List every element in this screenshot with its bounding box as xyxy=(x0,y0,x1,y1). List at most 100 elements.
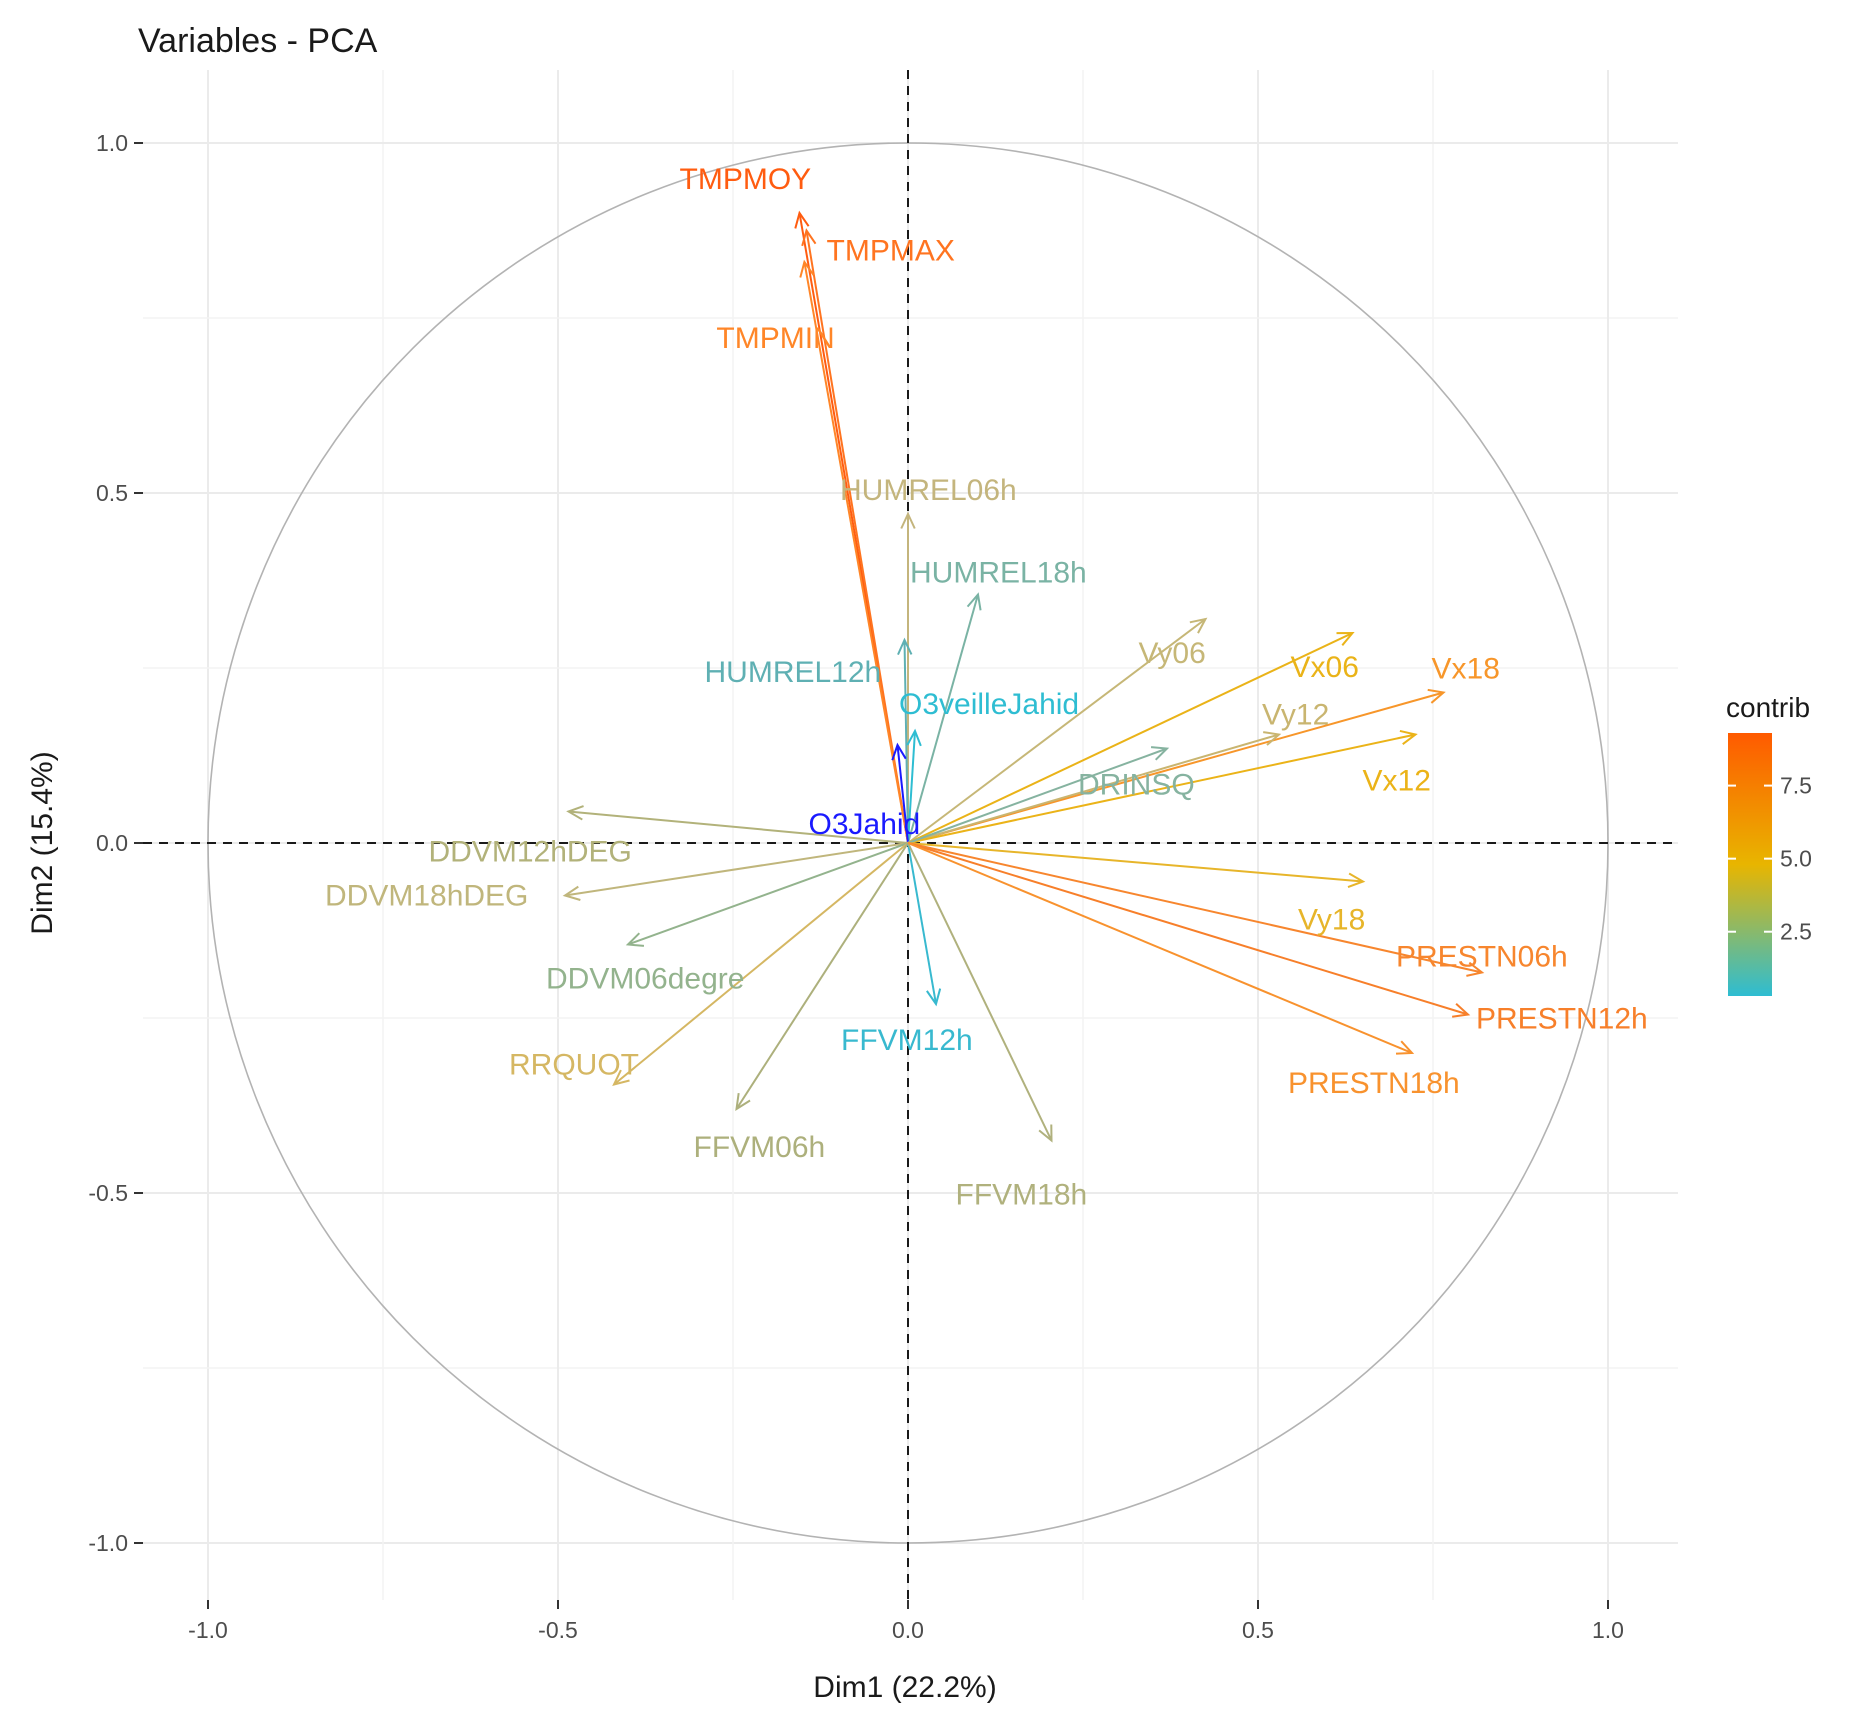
arrow-shaft xyxy=(907,730,916,844)
label-prestn12h: PRESTN12h xyxy=(1476,1003,1648,1036)
arrow-head xyxy=(625,932,645,947)
arrow-humrel18h xyxy=(907,592,982,844)
arrow-shaft xyxy=(907,842,1413,1054)
arrow-shaft xyxy=(907,842,1053,1141)
label-tmpmax: TMPMAX xyxy=(827,235,955,268)
arrow-head xyxy=(566,805,584,821)
legend-tick-label: 2.5 xyxy=(1780,919,1812,945)
variable-arrows xyxy=(562,210,1485,1143)
y-tick-label: 1.0 xyxy=(96,130,128,156)
arrow-shaft xyxy=(907,842,1483,974)
y-tick-label: -0.5 xyxy=(88,1180,128,1206)
legend-title: contrib xyxy=(1726,692,1810,723)
arrow-tmpmax xyxy=(801,228,909,844)
arrow-shaft xyxy=(805,230,909,844)
arrow-prestn12h xyxy=(907,842,1471,1018)
arrow-head xyxy=(799,259,815,278)
arrow-o3veillejahid xyxy=(906,728,922,844)
contrib-legend: contrib 2.5 5.0 7.5 xyxy=(1726,692,1812,996)
arrow-shaft xyxy=(907,733,1280,844)
arrow-shaft xyxy=(568,810,909,844)
label-humrel06h: HUMREL06h xyxy=(840,474,1017,507)
arrow-head xyxy=(1452,1003,1471,1018)
arrow-head xyxy=(966,592,982,611)
arrow-humrel12h xyxy=(897,637,913,844)
label-tmpmin: TMPMIN xyxy=(716,322,834,355)
arrow-prestn06h xyxy=(907,842,1485,977)
arrow-shaft xyxy=(896,744,909,844)
arrow-shaft xyxy=(907,842,937,1005)
label-vx06: Vx06 xyxy=(1291,651,1359,684)
label-vy06: Vy06 xyxy=(1139,637,1206,670)
arrow-shaft xyxy=(735,842,909,1110)
arrow-head xyxy=(1347,872,1366,888)
x-tick-label: 1.0 xyxy=(1592,1617,1624,1643)
arrow-head xyxy=(926,988,942,1007)
arrow-head xyxy=(1395,1040,1415,1055)
arrow-shaft xyxy=(907,842,1364,883)
label-vx12: Vx12 xyxy=(1363,765,1431,798)
legend-ticks: 2.5 5.0 7.5 xyxy=(1728,773,1812,945)
label-o3veillejahid: O3veilleJahid xyxy=(899,688,1079,721)
arrow-head xyxy=(562,885,581,901)
arrow-o3jahid xyxy=(891,742,909,844)
legend-tick-label: 7.5 xyxy=(1780,773,1812,799)
label-vx18: Vx18 xyxy=(1432,653,1500,686)
arrow-shaft xyxy=(903,639,909,844)
arrow-shaft xyxy=(907,632,1353,844)
y-tick-label: 0.0 xyxy=(96,830,128,856)
arrow-drinsq xyxy=(907,746,1170,844)
arrow-shaft xyxy=(907,747,1168,844)
x-tick-label: 0.0 xyxy=(892,1617,924,1643)
y-axis-title: Dim2 (15.4%) xyxy=(26,751,59,934)
label-prestn18h: PRESTN18h xyxy=(1288,1067,1460,1100)
arrow-vy18 xyxy=(907,842,1366,888)
legend-tick-label: 5.0 xyxy=(1780,846,1812,872)
arrow-head xyxy=(1150,746,1170,761)
label-ffvm12h: FFVM12h xyxy=(841,1024,973,1057)
axis-ticks: -1.0 -0.5 0.0 0.5 1.0 -1.0 -0.5 0.0 0.5 1.0 xyxy=(88,130,1624,1643)
label-o3jahid: O3Jahid xyxy=(809,808,921,841)
arrow-head xyxy=(1038,1124,1053,1143)
arrow-ddvm18hdeg xyxy=(562,842,909,901)
label-humrel12h: HUMREL12h xyxy=(705,656,882,689)
label-ffvm18h: FFVM18h xyxy=(956,1179,1088,1212)
chart-title: Variables - PCA xyxy=(138,22,378,60)
label-rrquot: RRQUOT xyxy=(509,1049,639,1082)
x-tick-label: 0.5 xyxy=(1242,1617,1274,1643)
label-prestn06h: PRESTN06h xyxy=(1396,941,1568,974)
arrow-head xyxy=(891,742,907,761)
arrow-ffvm06h xyxy=(735,842,909,1111)
arrow-head xyxy=(612,1069,630,1087)
arrow-rrquot xyxy=(612,842,909,1087)
arrow-ddvm06degre xyxy=(625,842,909,947)
arrow-shaft xyxy=(613,842,909,1086)
arrow-head xyxy=(900,511,916,529)
arrow-head xyxy=(735,1093,751,1111)
label-ddvm06degre: DDVM06degre xyxy=(546,963,744,996)
arrow-vy06 xyxy=(907,617,1208,844)
arrow-vy12 xyxy=(907,731,1282,844)
label-vy18: Vy18 xyxy=(1298,904,1365,937)
y-tick-label: 0.5 xyxy=(96,480,128,506)
label-ddvm12hdeg: DDVM12hDEG xyxy=(429,836,632,869)
label-ffvm06h: FFVM06h xyxy=(694,1131,826,1164)
arrow-head xyxy=(897,637,913,656)
arrow-head xyxy=(1263,731,1282,746)
arrow-ddvm12hdeg xyxy=(566,805,909,844)
arrow-head xyxy=(801,228,817,247)
arrow-shaft xyxy=(803,261,909,844)
arrow-head xyxy=(1189,617,1208,634)
label-drinsq: DRINSQ xyxy=(1078,769,1195,802)
label-vy12: Vy12 xyxy=(1262,699,1329,732)
arrow-vx06 xyxy=(907,631,1355,844)
variable-labels: TMPMOY TMPMAX TMPMIN HUMREL06h HUMREL18h HUMR… xyxy=(325,163,1648,1212)
arrow-shaft xyxy=(907,594,979,844)
arrow-tmpmin xyxy=(799,259,909,844)
y-tick-label: -1.0 xyxy=(88,1530,128,1556)
arrow-head xyxy=(906,728,922,747)
arrow-head xyxy=(794,210,810,229)
arrow-prestn18h xyxy=(907,842,1415,1055)
arrow-ffvm18h xyxy=(907,842,1053,1143)
